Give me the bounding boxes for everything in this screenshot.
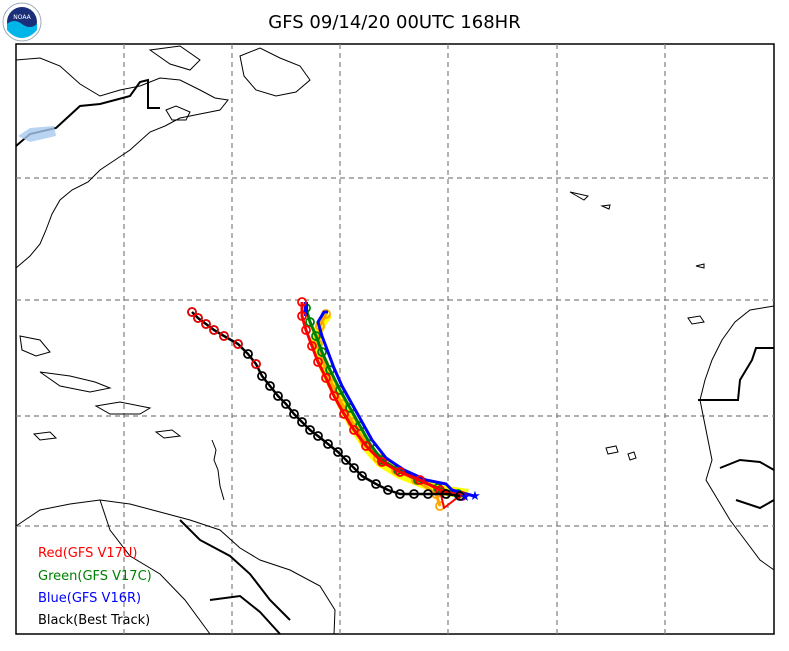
track-red-marker bbox=[349, 425, 359, 435]
track-best-marker bbox=[455, 491, 465, 501]
track-best-early-marker bbox=[209, 325, 219, 335]
track-best-marker bbox=[313, 431, 323, 441]
track-best-early-marker bbox=[251, 359, 261, 369]
track-red-marker bbox=[321, 373, 331, 383]
track-best-marker bbox=[305, 425, 315, 435]
track-red-marker bbox=[297, 311, 307, 321]
track-red-marker bbox=[361, 441, 371, 451]
legend-black: Black(Best Track) bbox=[38, 613, 151, 628]
track-best bbox=[191, 311, 461, 498]
track-best-early-marker bbox=[187, 307, 197, 317]
track-best-marker bbox=[341, 455, 351, 465]
track-best-marker bbox=[257, 371, 267, 381]
track-green-marker bbox=[311, 331, 321, 341]
track-red-marker bbox=[301, 325, 311, 335]
track-best-marker bbox=[357, 471, 367, 481]
forecast-start-star-icon: ★ bbox=[459, 490, 471, 505]
legend-green: Green(GFS V17C) bbox=[38, 569, 152, 584]
track-red-marker bbox=[415, 475, 425, 485]
track-best-marker bbox=[323, 439, 333, 449]
track-best-marker bbox=[371, 479, 381, 489]
track-best-early-marker bbox=[219, 331, 229, 341]
storm-tracks: ★★ bbox=[187, 297, 481, 511]
track-best-marker bbox=[349, 463, 359, 473]
track-best-marker bbox=[265, 381, 275, 391]
track-red-marker bbox=[395, 467, 405, 477]
grid-lines bbox=[16, 44, 774, 634]
track-green-marker bbox=[317, 347, 327, 357]
track-best-early-marker bbox=[201, 319, 211, 329]
track-best-marker bbox=[281, 399, 291, 409]
track-red-marker bbox=[297, 297, 307, 307]
legend-blue: Blue(GFS V16R) bbox=[38, 591, 142, 606]
track-best-marker bbox=[273, 391, 283, 401]
track-best-marker bbox=[289, 409, 299, 419]
legend-red: Red(GFS V17U) bbox=[38, 546, 138, 561]
track-best-marker bbox=[333, 447, 343, 457]
track-best-marker bbox=[243, 349, 253, 359]
noaa-logo-text: NOAA bbox=[13, 14, 31, 21]
chart-title: GFS 09/14/20 00UTC 168HR bbox=[268, 12, 521, 33]
track-red-marker bbox=[377, 457, 387, 467]
track-green-marker bbox=[305, 317, 315, 327]
track-best-marker bbox=[409, 489, 419, 499]
track-best-marker bbox=[395, 489, 405, 499]
track-red-marker bbox=[307, 341, 317, 351]
track-best-marker bbox=[441, 489, 451, 499]
track-best-early-marker bbox=[193, 313, 203, 323]
track-red-marker bbox=[313, 357, 323, 367]
track-red-marker bbox=[339, 409, 349, 419]
coastlines bbox=[15, 45, 775, 635]
track-red-marker bbox=[329, 391, 339, 401]
track-best-marker bbox=[383, 485, 393, 495]
track-best-early-marker bbox=[233, 339, 243, 349]
track-red bbox=[300, 302, 463, 498]
track-best-marker bbox=[297, 417, 307, 427]
noaa-logo-icon: NOAA bbox=[2, 2, 42, 42]
forecast-start-star-icon: ★ bbox=[469, 489, 481, 504]
track-blue bbox=[316, 310, 475, 498]
lake-highlight bbox=[18, 126, 56, 142]
track-best-marker bbox=[423, 489, 433, 499]
map-frame bbox=[15, 43, 775, 635]
